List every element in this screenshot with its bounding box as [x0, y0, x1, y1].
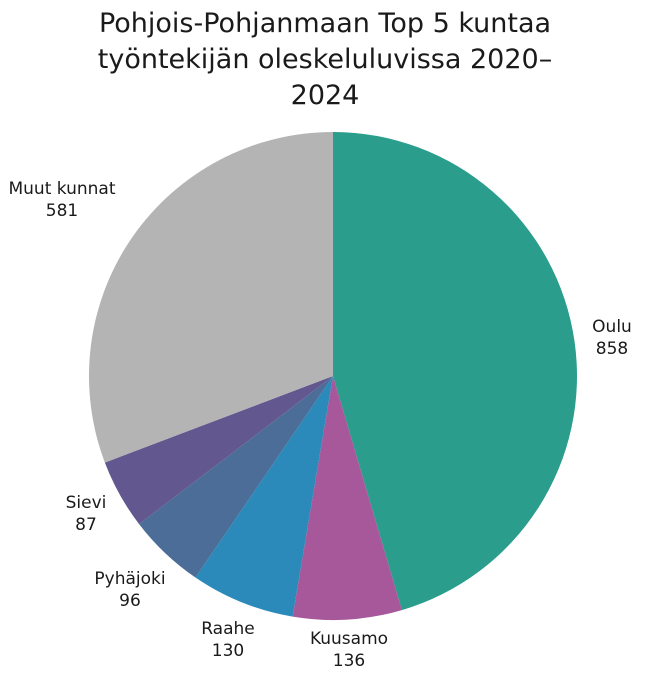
label-pyhajoki: Pyhäjoki 96 [94, 569, 166, 611]
label-kuusamo: Kuusamo 136 [309, 629, 389, 671]
pie-slice-oulu [333, 132, 577, 611]
pie-slice-sievi [104, 376, 333, 525]
label-oulu: Oulu 858 [592, 317, 632, 359]
pie-slice-pyhäjoki [139, 376, 333, 578]
pie-slice-muut-kunnat [89, 132, 333, 463]
chart-title: Pohjois-Pohjanmaan Top 5 kuntaa työnteki… [0, 6, 650, 114]
title-line-2: työntekijän oleskeluluvissa 2020– [97, 44, 553, 75]
pie-slice-raahe [195, 376, 333, 617]
pie-slice-kuusamo [292, 376, 402, 621]
label-raahe: Raahe 130 [201, 619, 255, 661]
title-line-1: Pohjois-Pohjanmaan Top 5 kuntaa [98, 8, 552, 39]
label-sievi: Sievi 87 [65, 493, 107, 535]
title-line-3: 2024 [290, 80, 360, 111]
label-muut-kunnat: Muut kunnat 581 [8, 179, 116, 221]
